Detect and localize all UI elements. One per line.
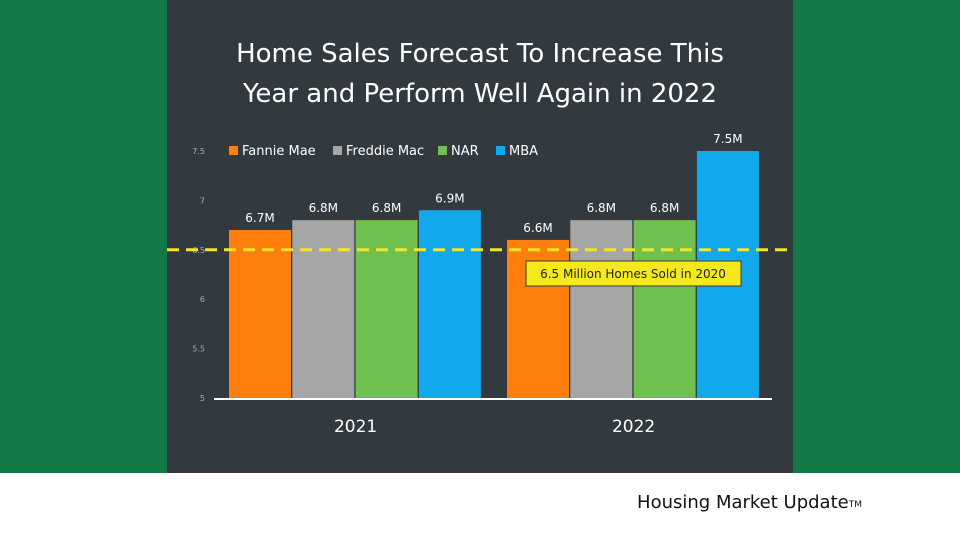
y-tick-label: 7 [200,196,205,205]
legend-swatch-freddie-mac [333,146,342,155]
chart-title: Home Sales Forecast To Increase This Yea… [236,39,724,109]
footer-brand: Housing Market UpdateTM [637,492,862,513]
x-tick-label: 2021 [334,417,377,437]
y-tick-label: 5.5 [192,345,205,354]
legend-swatch-mba [496,146,505,155]
y-tick-label: 7.5 [192,147,205,156]
data-label: 6.7M [245,211,274,225]
reference-annotation-box [525,260,742,287]
y-tick-label: 6 [200,295,205,304]
bar-fannie-mae-2021 [229,230,291,398]
bar-nar-2021 [355,220,418,398]
data-label: 7.5M [713,132,742,146]
x-tick-label: 2022 [612,417,655,437]
data-label: 6.9M [435,191,464,205]
trademark-mark: TM [848,500,862,510]
bar-nar-2022 [633,220,696,398]
y-tick-label: 6.5 [192,246,205,255]
legend-swatch-fannie-mae [229,146,238,155]
legend-swatch-nar [438,146,447,155]
data-label: 6.8M [650,201,679,215]
bar-mba-2021 [418,210,481,398]
bar-freddie-mac-2022 [570,220,633,398]
data-label: 6.6M [523,221,552,235]
legend-label: NAR [451,144,479,159]
bar-freddie-mac-2021 [292,220,355,398]
data-label: 6.8M [587,201,616,215]
data-label: 6.8M [372,201,401,215]
legend-label: MBA [509,144,538,159]
data-label: 6.8M [309,201,338,215]
legend-label: Fannie Mae [242,144,316,159]
y-tick-label: 5 [200,394,205,403]
legend-label: Freddie Mac [346,144,424,159]
reference-annotation-label: 6.5 Million Homes Sold in 2020 [540,267,726,281]
footer-brand-text: Housing Market Update [637,492,849,513]
